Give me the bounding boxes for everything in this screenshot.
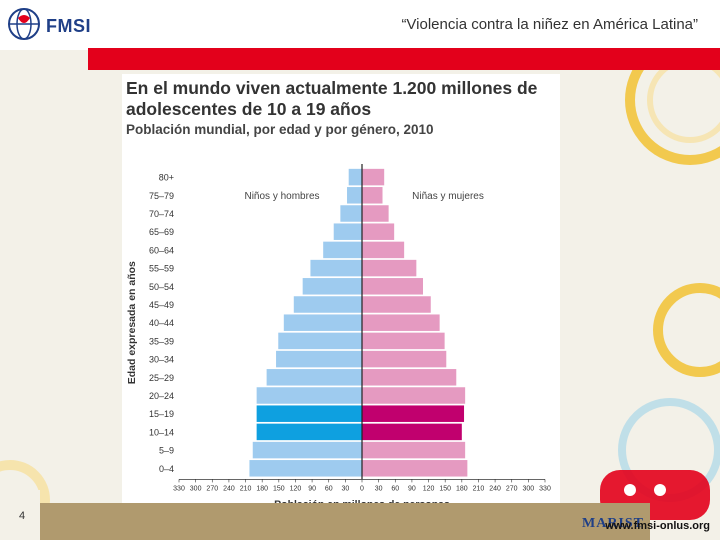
- male-bar: [323, 241, 362, 259]
- age-tick-label: 5–9: [159, 446, 174, 456]
- footer-url: www.fmsi-onlus.org: [605, 520, 710, 532]
- x-tick-label: 120: [290, 485, 302, 492]
- x-tick-label: 180: [456, 485, 468, 492]
- x-tick-label: 0: [360, 485, 364, 492]
- globe-icon: [8, 8, 40, 40]
- age-tick-label: 30–34: [149, 355, 174, 365]
- legend-male-label: Niños y hombres: [244, 191, 319, 202]
- female-bar: [362, 369, 457, 386]
- age-tick-label: 45–49: [149, 300, 174, 310]
- chart-title: En el mundo viven actualmente 1.200 mill…: [126, 78, 538, 119]
- age-tick-label: 25–29: [149, 373, 174, 383]
- female-bar: [362, 441, 466, 459]
- female-bar: [362, 223, 395, 240]
- x-tick-label: 180: [256, 485, 268, 492]
- x-tick-label: 330: [173, 485, 185, 492]
- male-bar: [256, 405, 362, 422]
- slide-title: “Violencia contra la niñez en América La…: [401, 16, 698, 33]
- male-bar: [256, 387, 362, 404]
- x-tick-label: 330: [539, 485, 551, 492]
- female-bar: [362, 296, 431, 313]
- age-tick-label: 55–59: [149, 264, 174, 274]
- male-bar: [348, 168, 362, 186]
- female-bar: [362, 187, 383, 204]
- marist-logo-text: MARIST: [582, 516, 645, 531]
- male-bar: [302, 278, 362, 295]
- age-tick-label: 50–54: [149, 282, 174, 292]
- male-bar: [266, 369, 362, 386]
- legend-female-label: Niñas y mujeres: [412, 191, 484, 202]
- female-bar: [362, 241, 405, 259]
- x-tick-label: 150: [273, 485, 285, 492]
- chart-panel: En el mundo viven actualmente 1.200 mill…: [122, 74, 560, 518]
- male-bar: [293, 296, 362, 313]
- footer-bar: [40, 503, 650, 540]
- female-bar: [362, 168, 385, 186]
- x-tick-label: 90: [408, 485, 416, 492]
- page-number: 4: [19, 510, 26, 522]
- x-tick-label: 30: [341, 485, 349, 492]
- age-tick-label: 70–74: [149, 209, 174, 219]
- female-bar: [362, 350, 447, 368]
- x-tick-label: 270: [206, 485, 218, 492]
- female-bar: [362, 405, 465, 422]
- page-number-box: [0, 490, 40, 540]
- male-bar: [252, 441, 362, 459]
- female-bar: [362, 387, 466, 404]
- male-bar: [276, 350, 362, 368]
- female-bar: [362, 332, 445, 350]
- chart-subtitle: Población mundial, por edad y por género…: [126, 122, 434, 137]
- x-tick-label: 210: [473, 485, 485, 492]
- male-bar: [256, 423, 362, 441]
- female-bar: [362, 423, 462, 441]
- male-bar: [333, 223, 362, 240]
- x-tick-label: 240: [489, 485, 501, 492]
- header-bar: [0, 0, 720, 50]
- male-bar: [278, 332, 362, 350]
- male-bar: [310, 259, 362, 277]
- x-tick-label: 150: [439, 485, 451, 492]
- age-tick-label: 75–79: [149, 191, 174, 201]
- logo-text: FMSI: [46, 16, 91, 36]
- age-tick-label: 65–69: [149, 227, 174, 237]
- male-bar: [347, 187, 362, 204]
- age-tick-label: 10–14: [149, 427, 174, 437]
- x-tick-label: 240: [223, 485, 235, 492]
- x-tick-label: 60: [325, 485, 333, 492]
- x-tick-label: 120: [423, 485, 435, 492]
- age-tick-label: 60–64: [149, 245, 174, 255]
- male-bar: [249, 460, 362, 477]
- age-tick-label: 15–19: [149, 409, 174, 419]
- male-bar: [340, 205, 362, 222]
- x-tick-label: 210: [240, 485, 252, 492]
- female-bar: [362, 205, 389, 222]
- age-tick-label: 80+: [159, 173, 174, 183]
- age-tick-label: 0–4: [159, 464, 174, 474]
- x-tick-label: 30: [375, 485, 383, 492]
- population-pyramid-chart: 80+ 75–79 70–74 65–69 60–64 55–59 50–54 45–49 40…: [126, 164, 551, 510]
- y-axis-label: Edad expresada en años: [126, 261, 138, 384]
- x-tick-label: 60: [391, 485, 399, 492]
- x-tick-label: 90: [308, 485, 316, 492]
- x-tick-label: 300: [190, 485, 202, 492]
- header-red-band: [88, 48, 720, 70]
- age-tick-label: 35–39: [149, 336, 174, 346]
- fmsi-logo: FMSI: [6, 6, 91, 46]
- female-bar: [362, 278, 423, 295]
- age-tick-label: 40–44: [149, 318, 174, 328]
- male-bar: [283, 314, 362, 331]
- x-tick-label: 270: [506, 485, 518, 492]
- age-tick-label: 20–24: [149, 391, 174, 401]
- female-bar: [362, 460, 468, 477]
- female-bar: [362, 314, 440, 331]
- x-tick-label: 300: [523, 485, 535, 492]
- female-bar: [362, 259, 417, 277]
